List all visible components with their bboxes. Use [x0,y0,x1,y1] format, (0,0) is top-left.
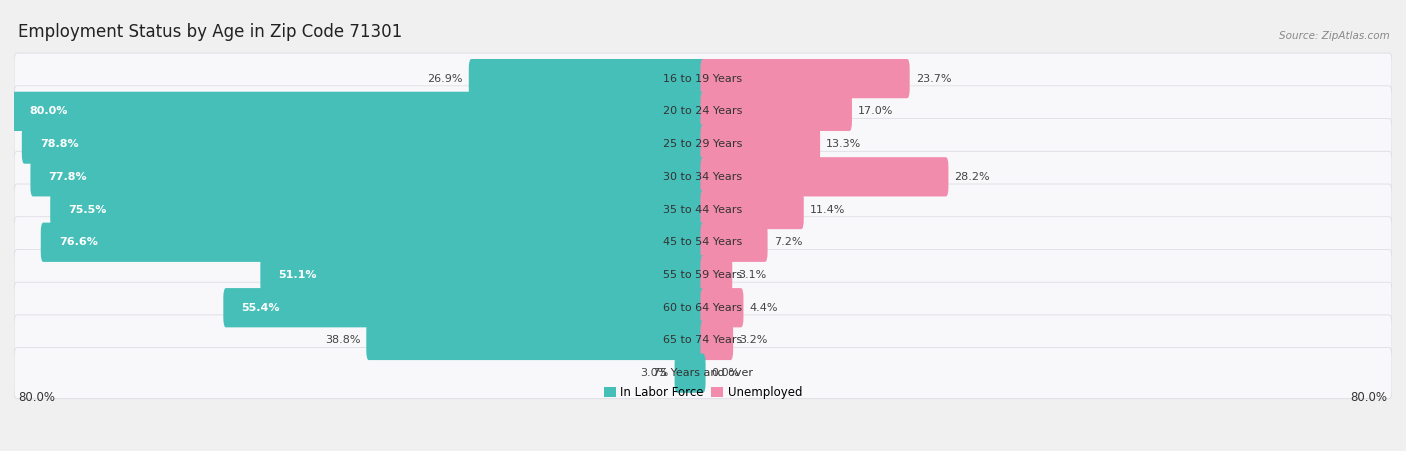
FancyBboxPatch shape [468,59,706,98]
Text: 80.0%: 80.0% [18,391,55,404]
FancyBboxPatch shape [41,223,706,262]
FancyBboxPatch shape [700,124,820,164]
Text: 3.1%: 3.1% [738,270,766,280]
Text: 0.0%: 0.0% [711,368,740,378]
Text: 77.8%: 77.8% [48,172,87,182]
Text: 25 to 29 Years: 25 to 29 Years [664,139,742,149]
FancyBboxPatch shape [700,190,804,229]
Text: 80.0%: 80.0% [1351,391,1388,404]
Text: 76.6%: 76.6% [59,237,97,247]
Text: 16 to 19 Years: 16 to 19 Years [664,74,742,83]
Text: 75 Years and over: 75 Years and over [652,368,754,378]
FancyBboxPatch shape [700,157,949,197]
FancyBboxPatch shape [14,184,1392,235]
FancyBboxPatch shape [260,255,706,295]
FancyBboxPatch shape [700,223,768,262]
Text: 11.4%: 11.4% [810,205,845,215]
Text: 3.0%: 3.0% [640,368,669,378]
Text: 35 to 44 Years: 35 to 44 Years [664,205,742,215]
FancyBboxPatch shape [11,92,706,131]
Text: 75.5%: 75.5% [69,205,107,215]
Text: Source: ZipAtlas.com: Source: ZipAtlas.com [1278,31,1389,41]
FancyBboxPatch shape [700,59,910,98]
FancyBboxPatch shape [14,315,1392,366]
FancyBboxPatch shape [14,119,1392,170]
FancyBboxPatch shape [14,53,1392,104]
Text: 60 to 64 Years: 60 to 64 Years [664,303,742,313]
Text: 55 to 59 Years: 55 to 59 Years [664,270,742,280]
FancyBboxPatch shape [14,86,1392,137]
Text: 38.8%: 38.8% [325,336,360,345]
FancyBboxPatch shape [700,92,852,131]
FancyBboxPatch shape [224,288,706,327]
Text: 26.9%: 26.9% [427,74,463,83]
Text: 30 to 34 Years: 30 to 34 Years [664,172,742,182]
Text: 51.1%: 51.1% [278,270,316,280]
FancyBboxPatch shape [700,255,733,295]
FancyBboxPatch shape [675,354,706,393]
Text: 17.0%: 17.0% [858,106,893,116]
Text: 28.2%: 28.2% [955,172,990,182]
FancyBboxPatch shape [14,282,1392,333]
Text: 45 to 54 Years: 45 to 54 Years [664,237,742,247]
Text: 20 to 24 Years: 20 to 24 Years [664,106,742,116]
FancyBboxPatch shape [700,321,733,360]
FancyBboxPatch shape [14,217,1392,268]
FancyBboxPatch shape [22,124,706,164]
Text: 80.0%: 80.0% [30,106,67,116]
Text: 65 to 74 Years: 65 to 74 Years [664,336,742,345]
Legend: In Labor Force, Unemployed: In Labor Force, Unemployed [599,381,807,404]
FancyBboxPatch shape [367,321,706,360]
Text: 55.4%: 55.4% [242,303,280,313]
FancyBboxPatch shape [14,151,1392,202]
Text: 4.4%: 4.4% [749,303,778,313]
Text: 23.7%: 23.7% [915,74,952,83]
FancyBboxPatch shape [51,190,706,229]
Text: 13.3%: 13.3% [827,139,862,149]
Text: 78.8%: 78.8% [39,139,79,149]
FancyBboxPatch shape [700,288,744,327]
FancyBboxPatch shape [14,348,1392,399]
FancyBboxPatch shape [14,249,1392,300]
Text: 7.2%: 7.2% [773,237,801,247]
Text: 3.2%: 3.2% [740,336,768,345]
FancyBboxPatch shape [31,157,706,197]
Text: Employment Status by Age in Zip Code 71301: Employment Status by Age in Zip Code 713… [18,23,402,41]
